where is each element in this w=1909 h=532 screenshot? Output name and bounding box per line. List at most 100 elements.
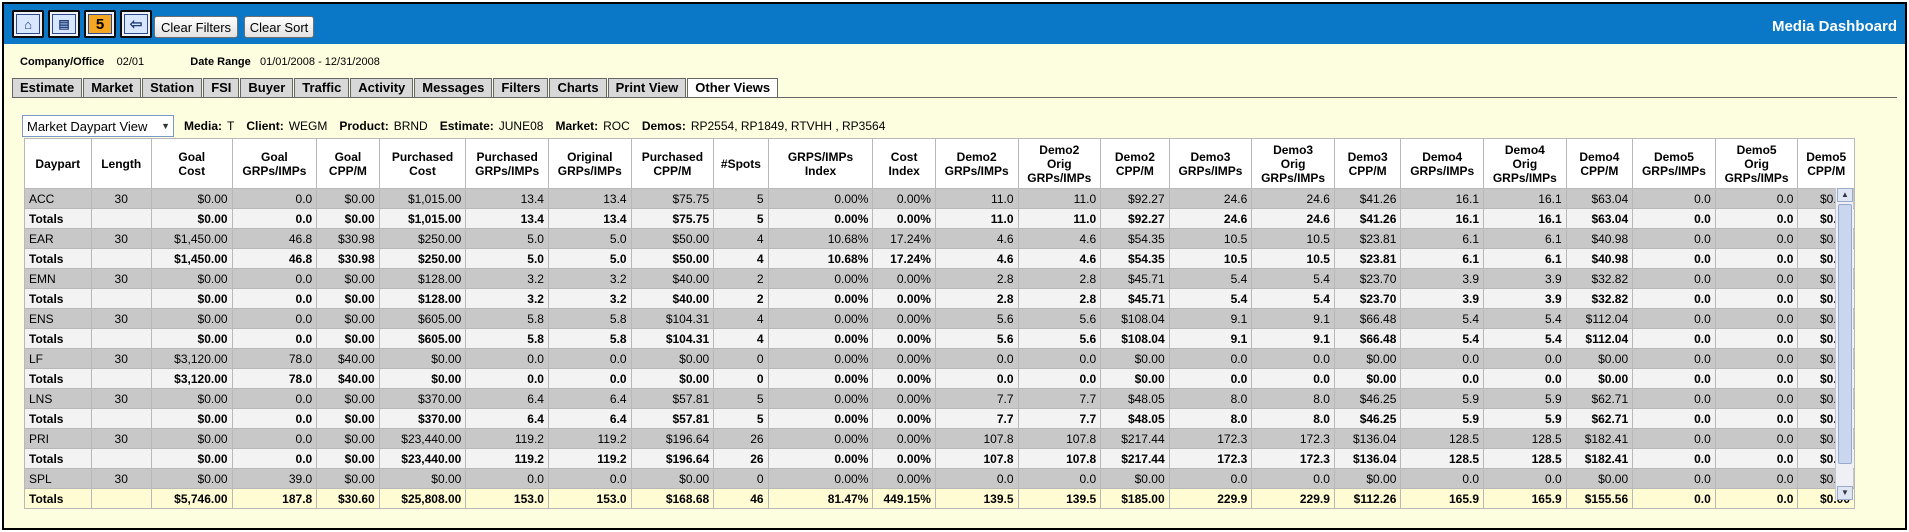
grid-cell: 0.00%: [872, 288, 936, 309]
column-header[interactable]: Goal GRPs/IMPs: [231, 138, 318, 189]
tab-charts[interactable]: Charts: [549, 78, 607, 97]
grid-cell: $0.00: [150, 188, 233, 209]
tab-market[interactable]: Market: [83, 78, 142, 97]
print-icon[interactable]: ▤: [48, 10, 80, 38]
tab-messages[interactable]: Messages: [414, 78, 493, 97]
column-header[interactable]: Demo4 GRPs/IMPs: [1400, 138, 1485, 189]
column-header[interactable]: Demo5 CPP/M: [1797, 138, 1855, 189]
table-row[interactable]: LNS 30 $0.00 0.0 $0.00 $370.00 6.4 6.4 $57.81 5 0.…: [24, 388, 1855, 409]
tab-print-view[interactable]: Print View: [607, 78, 687, 97]
column-header[interactable]: #Spots: [713, 138, 769, 189]
grid-cell: 4.6: [934, 228, 1019, 249]
totals-row[interactable]: Totals $1,450.00 46.8 $30.98 $250.00 5.0 5.0 $5…: [24, 248, 1855, 269]
tab-traffic[interactable]: Traffic: [294, 78, 350, 97]
view-select[interactable]: Market Daypart View ▼: [22, 115, 174, 137]
vertical-scrollbar[interactable]: ▲ ▼: [1835, 188, 1853, 500]
grid-cell: 4.6: [1017, 228, 1102, 249]
grid-cell: $112.04: [1565, 328, 1634, 349]
column-header[interactable]: Original GRPs/IMPs: [547, 138, 632, 189]
grid-cell: $136.04: [1333, 448, 1402, 469]
scroll-up-icon[interactable]: ▲: [1837, 188, 1853, 202]
grid-cell: 0.0: [1483, 468, 1567, 489]
tab-station[interactable]: Station: [142, 78, 203, 97]
tab-fsi[interactable]: FSI: [203, 78, 240, 97]
grid-cell: $0.00: [1333, 368, 1402, 389]
grid-cell: 0.0: [547, 348, 632, 369]
column-header[interactable]: Purchased Cost: [378, 138, 467, 189]
clear-sort-button[interactable]: Clear Sort: [244, 16, 314, 38]
totals-row[interactable]: Totals $0.00 0.0 $0.00 $23,440.00 119.2 119.2 $…: [24, 448, 1855, 469]
grid-cell: $25,808.00: [378, 488, 467, 509]
grid-cell: 0.00%: [872, 368, 936, 389]
column-header[interactable]: Demo2 CPP/M: [1100, 138, 1170, 189]
table-row[interactable]: EMN 30 $0.00 0.0 $0.00 $128.00 3.2 3.2 $40.00 2 0.…: [24, 268, 1855, 289]
grid-cell: $196.64: [630, 448, 715, 469]
clear-filters-button[interactable]: Clear Filters: [154, 16, 238, 38]
column-header[interactable]: Length: [90, 138, 152, 189]
grid-cell: 5.0: [465, 248, 549, 269]
totals-row[interactable]: Totals $3,120.00 78.0 $40.00 $0.00 0.0 0.0 $0.0…: [24, 368, 1855, 389]
tab-activity[interactable]: Activity: [350, 78, 414, 97]
column-header[interactable]: Demo3 GRPs/IMPs: [1168, 138, 1253, 189]
grid-cell: 3.2: [465, 268, 549, 289]
column-header[interactable]: Purchased GRPs/IMPs: [465, 138, 549, 189]
table-row[interactable]: ACC 30 $0.00 0.0 $0.00 $1,015.00 13.4 13.4 $75.7…: [24, 188, 1855, 209]
column-header[interactable]: Goal CPP/M: [316, 138, 380, 189]
totals-row[interactable]: Totals $0.00 0.0 $0.00 $1,015.00 13.4 13.4 $75.…: [24, 208, 1855, 229]
table-row[interactable]: PRI 30 $0.00 0.0 $0.00 $23,440.00 119.2 119.2 $1…: [24, 428, 1855, 449]
scroll-thumb[interactable]: [1838, 204, 1852, 464]
grid-cell: 0.0: [1400, 348, 1485, 369]
column-header[interactable]: Goal Cost: [150, 138, 233, 189]
tab-filters[interactable]: Filters: [493, 78, 549, 97]
grand-total-row[interactable]: Totals $5,746.00 187.8 $30.60 $25,808.00 153.…: [24, 488, 1855, 509]
home-icon[interactable]: ⌂: [12, 10, 44, 38]
grid-cell: 0.0: [1714, 328, 1799, 349]
grid-cell: 30: [90, 268, 152, 289]
column-header[interactable]: Purchased CPP/M: [630, 138, 715, 189]
export-icon[interactable]: 5: [84, 10, 116, 38]
grid-cell: $0.00: [150, 308, 233, 329]
column-header[interactable]: Cost Index: [872, 138, 936, 189]
grid-cell: $250.00: [378, 248, 467, 269]
table-row[interactable]: SPL 30 $0.00 39.0 $0.00 $0.00 0.0 0.0 $0.00 0 0.00…: [24, 468, 1855, 489]
totals-row[interactable]: Totals $0.00 0.0 $0.00 $370.00 6.4 6.4 $57.81 5 0…: [24, 408, 1855, 429]
grid-cell: 0.00%: [767, 208, 874, 229]
grid-cell: 0.00%: [767, 468, 874, 489]
totals-row[interactable]: Totals $0.00 0.0 $0.00 $128.00 3.2 3.2 $40.00 2 0…: [24, 288, 1855, 309]
column-header[interactable]: Demo4 Orig GRPs/IMPs: [1483, 138, 1567, 189]
column-header[interactable]: Demo2 GRPs/IMPs: [934, 138, 1019, 189]
grid-cell: $46.25: [1333, 388, 1402, 409]
table-row[interactable]: LF 30 $3,120.00 78.0 $40.00 $0.00 0.0 0.0 $0.00 0…: [24, 348, 1855, 369]
column-header[interactable]: Demo4 CPP/M: [1565, 138, 1634, 189]
grid-cell: 2.8: [934, 268, 1019, 289]
totals-row[interactable]: Totals $0.00 0.0 $0.00 $605.00 5.8 5.8 $104.31 4…: [24, 328, 1855, 349]
grid-cell: 5: [713, 208, 769, 229]
column-header[interactable]: Demo3 Orig GRPs/IMPs: [1251, 138, 1335, 189]
column-header[interactable]: Demo2 Orig GRPs/IMPs: [1017, 138, 1102, 189]
grid-cell: 5.9: [1483, 408, 1567, 429]
column-header[interactable]: Daypart: [24, 138, 92, 189]
scroll-down-icon[interactable]: ▼: [1837, 486, 1853, 500]
grid-cell: $0.00: [1565, 368, 1634, 389]
tab-other-views[interactable]: Other Views: [687, 78, 779, 98]
grid-cell: 229.9: [1168, 488, 1253, 509]
filter-line: Market Daypart View ▼ Media: T Client: W…: [22, 115, 897, 137]
back-icon[interactable]: ⇦: [120, 10, 152, 38]
tab-estimate[interactable]: Estimate: [12, 78, 83, 97]
grid-cell: ACC: [24, 188, 92, 209]
table-row[interactable]: ENS 30 $0.00 0.0 $0.00 $605.00 5.8 5.8 $104.31 4 0…: [24, 308, 1855, 329]
table-row[interactable]: EAR 30 $1,450.00 46.8 $30.98 $250.00 5.0 5.0 $50…: [24, 228, 1855, 249]
grid-cell: 16.1: [1483, 188, 1567, 209]
grid-cell: 6.1: [1400, 228, 1485, 249]
column-header[interactable]: GRPS/IMPs Index: [767, 138, 874, 189]
column-header[interactable]: Demo5 Orig GRPs/IMPs: [1714, 138, 1799, 189]
grid-cell: 0.0: [1483, 368, 1567, 389]
tab-buyer[interactable]: Buyer: [240, 78, 294, 97]
grid-cell: $605.00: [378, 308, 467, 329]
grid-cell: $1,015.00: [378, 188, 467, 209]
column-header[interactable]: Demo3 CPP/M: [1333, 138, 1402, 189]
grid-cell: 0.0: [934, 348, 1019, 369]
grid-cell: 107.8: [1017, 448, 1102, 469]
column-header[interactable]: Demo5 GRPs/IMPs: [1632, 138, 1716, 189]
grid-cell: 78.0: [231, 348, 318, 369]
